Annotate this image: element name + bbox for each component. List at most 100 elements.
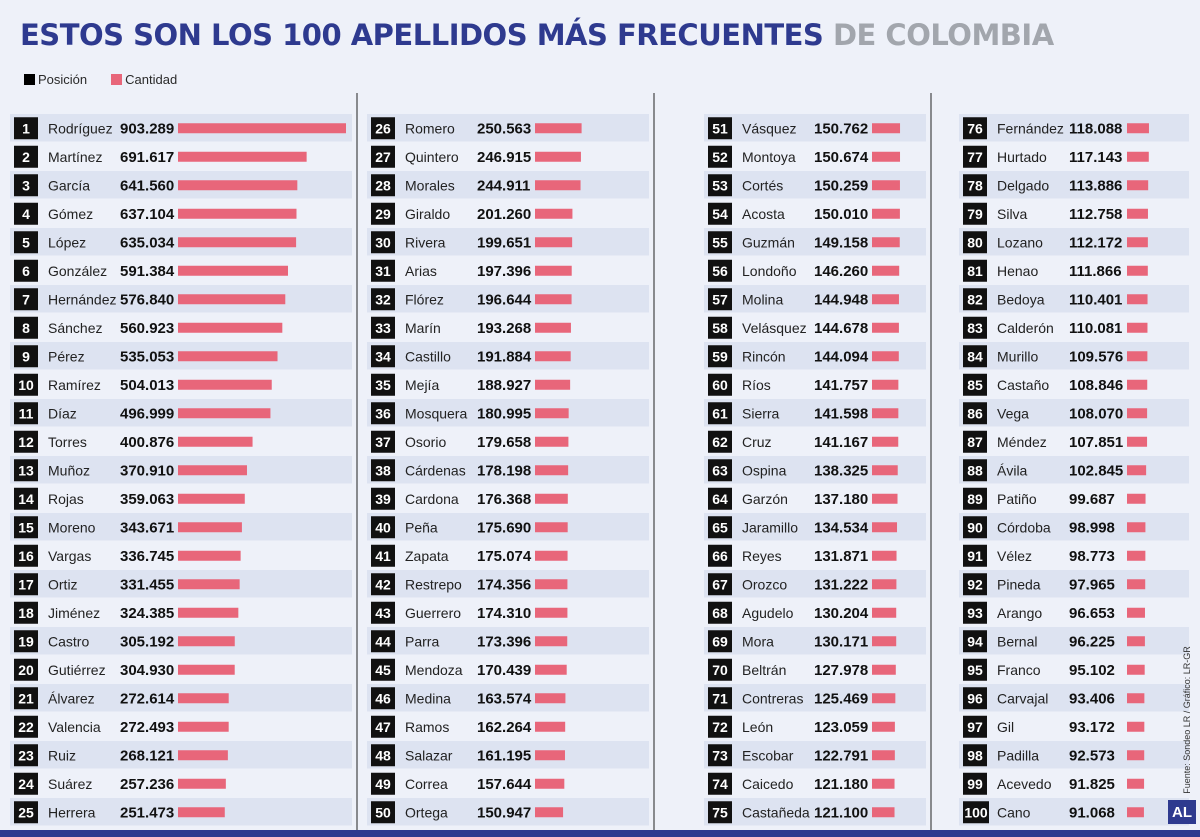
position-badge bbox=[963, 715, 987, 738]
position-number: 75 bbox=[712, 804, 728, 820]
value-label: 157.644 bbox=[477, 776, 532, 793]
position-number: 24 bbox=[18, 776, 34, 792]
position-badge bbox=[963, 630, 987, 653]
position-badge bbox=[14, 658, 38, 681]
surname-label: Sierra bbox=[742, 405, 780, 421]
bar bbox=[872, 693, 896, 704]
surname-label: Correa bbox=[405, 776, 448, 792]
surname-label: Mejía bbox=[405, 377, 439, 393]
bar bbox=[1127, 721, 1145, 732]
row-shade bbox=[959, 171, 1189, 199]
position-badge bbox=[371, 117, 395, 140]
surname-label: Cano bbox=[997, 804, 1031, 820]
value-label: 118.088 bbox=[1069, 120, 1122, 137]
value-label: 131.871 bbox=[814, 548, 868, 565]
position-number: 87 bbox=[967, 434, 983, 450]
value-label: 117.143 bbox=[1069, 149, 1122, 166]
position-badge bbox=[14, 573, 38, 596]
position-badge bbox=[371, 345, 395, 368]
bar bbox=[178, 550, 241, 561]
surname-label: Vásquez bbox=[742, 120, 796, 136]
bar bbox=[872, 550, 897, 561]
value-label: 97.965 bbox=[1069, 576, 1115, 593]
position-number: 79 bbox=[967, 206, 983, 222]
position-number: 32 bbox=[375, 291, 391, 307]
position-badge bbox=[371, 430, 395, 453]
bar bbox=[535, 693, 566, 704]
position-number: 36 bbox=[375, 405, 391, 421]
position-number: 65 bbox=[712, 519, 728, 535]
bar bbox=[1127, 151, 1149, 162]
position-badge bbox=[963, 487, 987, 510]
bar bbox=[1127, 351, 1148, 362]
position-number: 4 bbox=[22, 206, 30, 222]
position-number: 25 bbox=[18, 804, 34, 820]
position-number: 3 bbox=[22, 177, 30, 193]
bar bbox=[535, 522, 568, 533]
position-badge bbox=[963, 145, 987, 168]
position-number: 89 bbox=[967, 491, 983, 507]
position-badge bbox=[708, 373, 732, 396]
position-number: 56 bbox=[712, 263, 728, 279]
value-label: 496.999 bbox=[120, 405, 174, 422]
bar bbox=[178, 180, 298, 191]
position-badge bbox=[708, 516, 732, 539]
position-badge bbox=[371, 744, 395, 767]
value-label: 110.401 bbox=[1069, 291, 1122, 308]
bar bbox=[178, 664, 235, 675]
position-number: 20 bbox=[18, 662, 34, 678]
bar bbox=[1127, 579, 1146, 590]
position-number: 16 bbox=[18, 548, 34, 564]
bar bbox=[872, 579, 897, 590]
bar bbox=[872, 408, 899, 419]
position-badge bbox=[14, 601, 38, 624]
bar bbox=[872, 180, 900, 191]
bar bbox=[872, 721, 895, 732]
bar bbox=[872, 123, 901, 134]
value-label: 178.198 bbox=[477, 462, 531, 479]
bar bbox=[535, 750, 565, 761]
surname-label: Vélez bbox=[997, 548, 1032, 564]
position-badge bbox=[708, 202, 732, 225]
value-label: 138.325 bbox=[814, 462, 868, 479]
value-label: 108.846 bbox=[1069, 377, 1123, 394]
position-badge bbox=[371, 316, 395, 339]
position-number: 98 bbox=[967, 747, 983, 763]
value-label: 144.094 bbox=[814, 348, 869, 365]
row-shade bbox=[367, 399, 649, 427]
position-badge bbox=[963, 430, 987, 453]
position-badge bbox=[963, 573, 987, 596]
position-number: 77 bbox=[967, 149, 983, 165]
bar bbox=[178, 636, 235, 647]
surname-label: Reyes bbox=[742, 548, 782, 564]
position-number: 88 bbox=[967, 462, 983, 478]
position-badge bbox=[708, 459, 732, 482]
bar bbox=[535, 493, 568, 504]
value-label: 560.923 bbox=[120, 320, 174, 337]
surname-label: Flórez bbox=[405, 291, 444, 307]
position-badge bbox=[14, 744, 38, 767]
row-shade bbox=[367, 798, 649, 826]
position-badge bbox=[371, 231, 395, 254]
position-number: 51 bbox=[712, 120, 728, 136]
position-number: 19 bbox=[18, 633, 34, 649]
position-number: 28 bbox=[375, 177, 391, 193]
surname-label: Mora bbox=[742, 633, 774, 649]
surname-label: Álvarez bbox=[48, 690, 95, 706]
position-badge bbox=[14, 715, 38, 738]
bar bbox=[178, 151, 307, 162]
position-number: 69 bbox=[712, 633, 728, 649]
position-badge bbox=[963, 345, 987, 368]
bar bbox=[535, 294, 572, 305]
value-label: 370.910 bbox=[120, 462, 174, 479]
legend-label-count: Cantidad bbox=[125, 72, 178, 87]
value-label: 150.947 bbox=[477, 804, 531, 821]
position-badge bbox=[963, 316, 987, 339]
bar bbox=[872, 607, 897, 618]
bar bbox=[535, 265, 572, 276]
surname-label: Vega bbox=[997, 405, 1029, 421]
row-shade bbox=[959, 570, 1189, 598]
surname-label: Martínez bbox=[48, 149, 102, 165]
position-number: 97 bbox=[967, 719, 983, 735]
bar bbox=[1127, 294, 1148, 305]
